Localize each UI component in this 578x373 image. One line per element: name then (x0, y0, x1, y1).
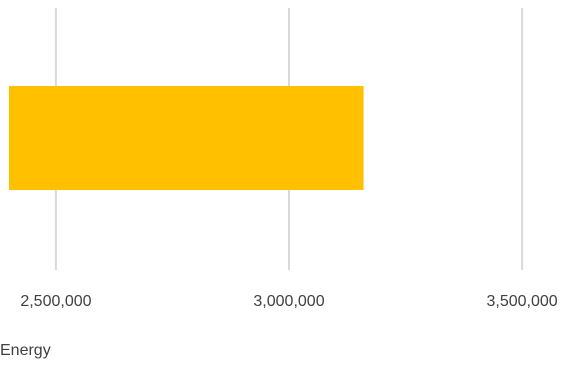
x-axis-tick-labels: 2,500,000 3,000,000 3,500,000 (20, 293, 557, 310)
x-tick-label: 2,500,000 (20, 293, 91, 310)
legend-label: Energy (0, 342, 51, 359)
bars (9, 86, 364, 190)
bar-energy (9, 86, 364, 190)
x-tick-label: 3,000,000 (253, 293, 324, 310)
x-tick-label: 3,500,000 (486, 293, 557, 310)
